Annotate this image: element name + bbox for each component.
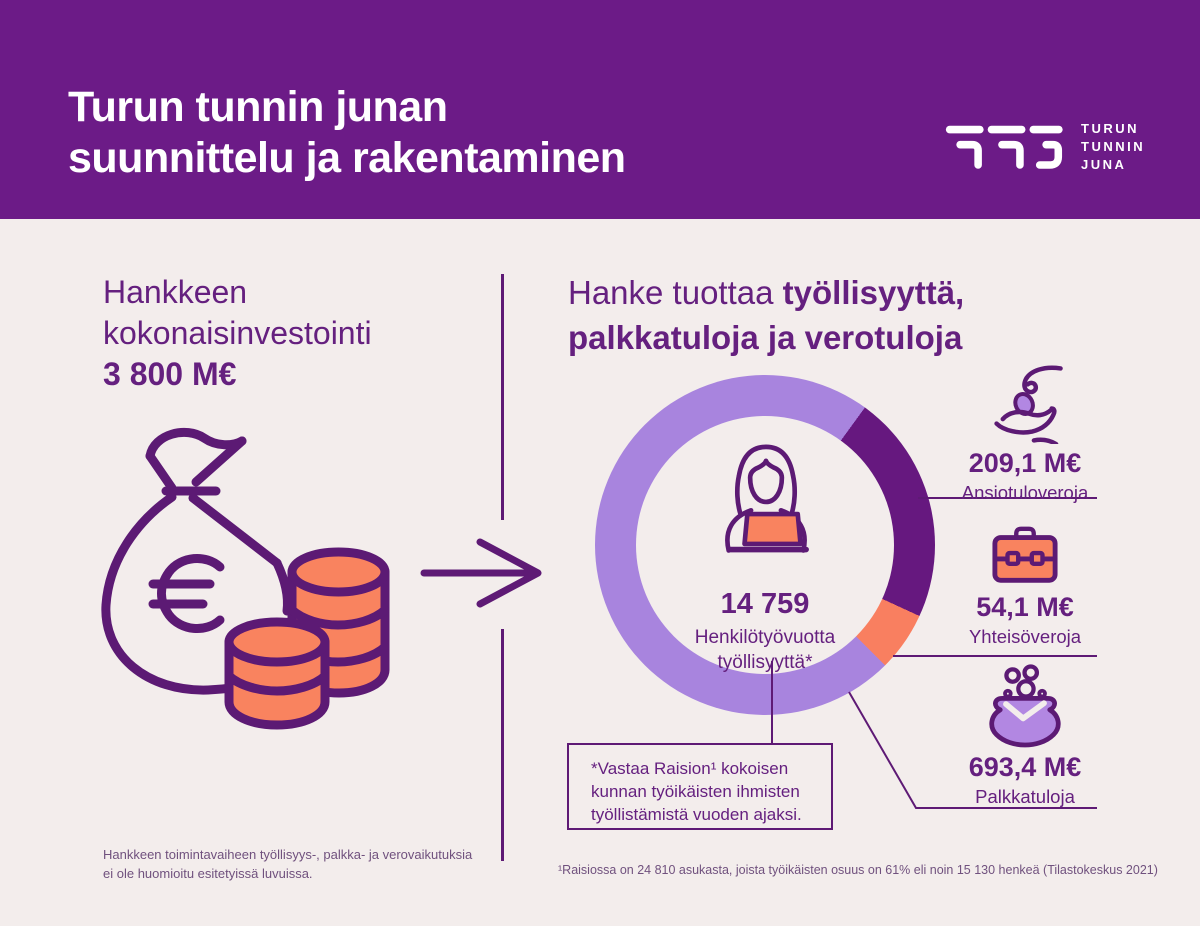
callout-line2: kunnan työikäisten ihmisten — [591, 782, 800, 801]
coin-purse-icon — [989, 664, 1061, 748]
legend-item-palkkatulot: 693,4 M€ Palkkatuloja — [905, 664, 1145, 808]
section-divider-top — [501, 274, 504, 520]
ttj-logo-wordmark: TURUN TUNNIN JUNA — [1081, 121, 1146, 172]
legend-label: Palkkatuloja — [975, 786, 1075, 807]
briefcase-icon — [992, 526, 1058, 583]
callout-line3: työllistämistä vuoden ajaksi. — [591, 805, 802, 824]
flow-arrow-icon — [420, 538, 542, 608]
investment-amount: 3 800 M€ — [103, 356, 237, 392]
hand-giving-coin-icon — [994, 365, 1063, 444]
header: Turun tunnin junan suunnittelu ja rakent… — [0, 0, 1200, 219]
money-bag-coins-icon — [101, 427, 390, 730]
page-title-line2: suunnittelu ja rakentaminen — [68, 134, 626, 182]
output-heading: Hanke tuottaa työllisyyttä, palkkatuloja… — [568, 274, 965, 356]
legend-value: 54,1 M€ — [976, 592, 1074, 622]
right-footnote: ¹Raisiossa on 24 810 asukasta, joista ty… — [558, 863, 1158, 877]
legend-label: Yhteisöveroja — [968, 626, 1082, 647]
section-divider-bottom — [501, 629, 504, 861]
page-title: Turun tunnin junan suunnittelu ja rakent… — [68, 82, 626, 184]
person-at-laptop-icon — [725, 444, 809, 553]
ttj-logo: TURUN TUNNIN JUNA — [945, 120, 1145, 174]
legend-value: 209,1 M€ — [968, 448, 1082, 478]
legend-item-yhteisoverot: 54,1 M€ Yhteisöveroja — [905, 524, 1145, 648]
ttj-logo-mark-icon — [945, 125, 1063, 169]
callout-line1: *Vastaa Raision¹ kokoisen — [591, 759, 789, 778]
legend-label: Ansiotuloveroja — [961, 482, 1089, 503]
page-title-line1: Turun tunnin junan — [68, 83, 448, 131]
investment-heading: Hankkeen kokonaisinvestointi 3 800 M€ — [103, 272, 372, 395]
employment-value: 14 759 — [720, 588, 810, 620]
callout-box: *Vastaa Raision¹ kokoisen kunnan työikäi… — [567, 743, 833, 830]
legend-item-ansiotuloverot: 209,1 M€ Ansiotuloveroja — [905, 364, 1145, 504]
employment-label: Henkilötyövuotta työllisyyttä* — [694, 627, 836, 673]
left-footnote: Hankkeen toimintavaiheen työllisyys-, pa… — [103, 847, 473, 881]
legend-value: 693,4 M€ — [968, 752, 1082, 782]
